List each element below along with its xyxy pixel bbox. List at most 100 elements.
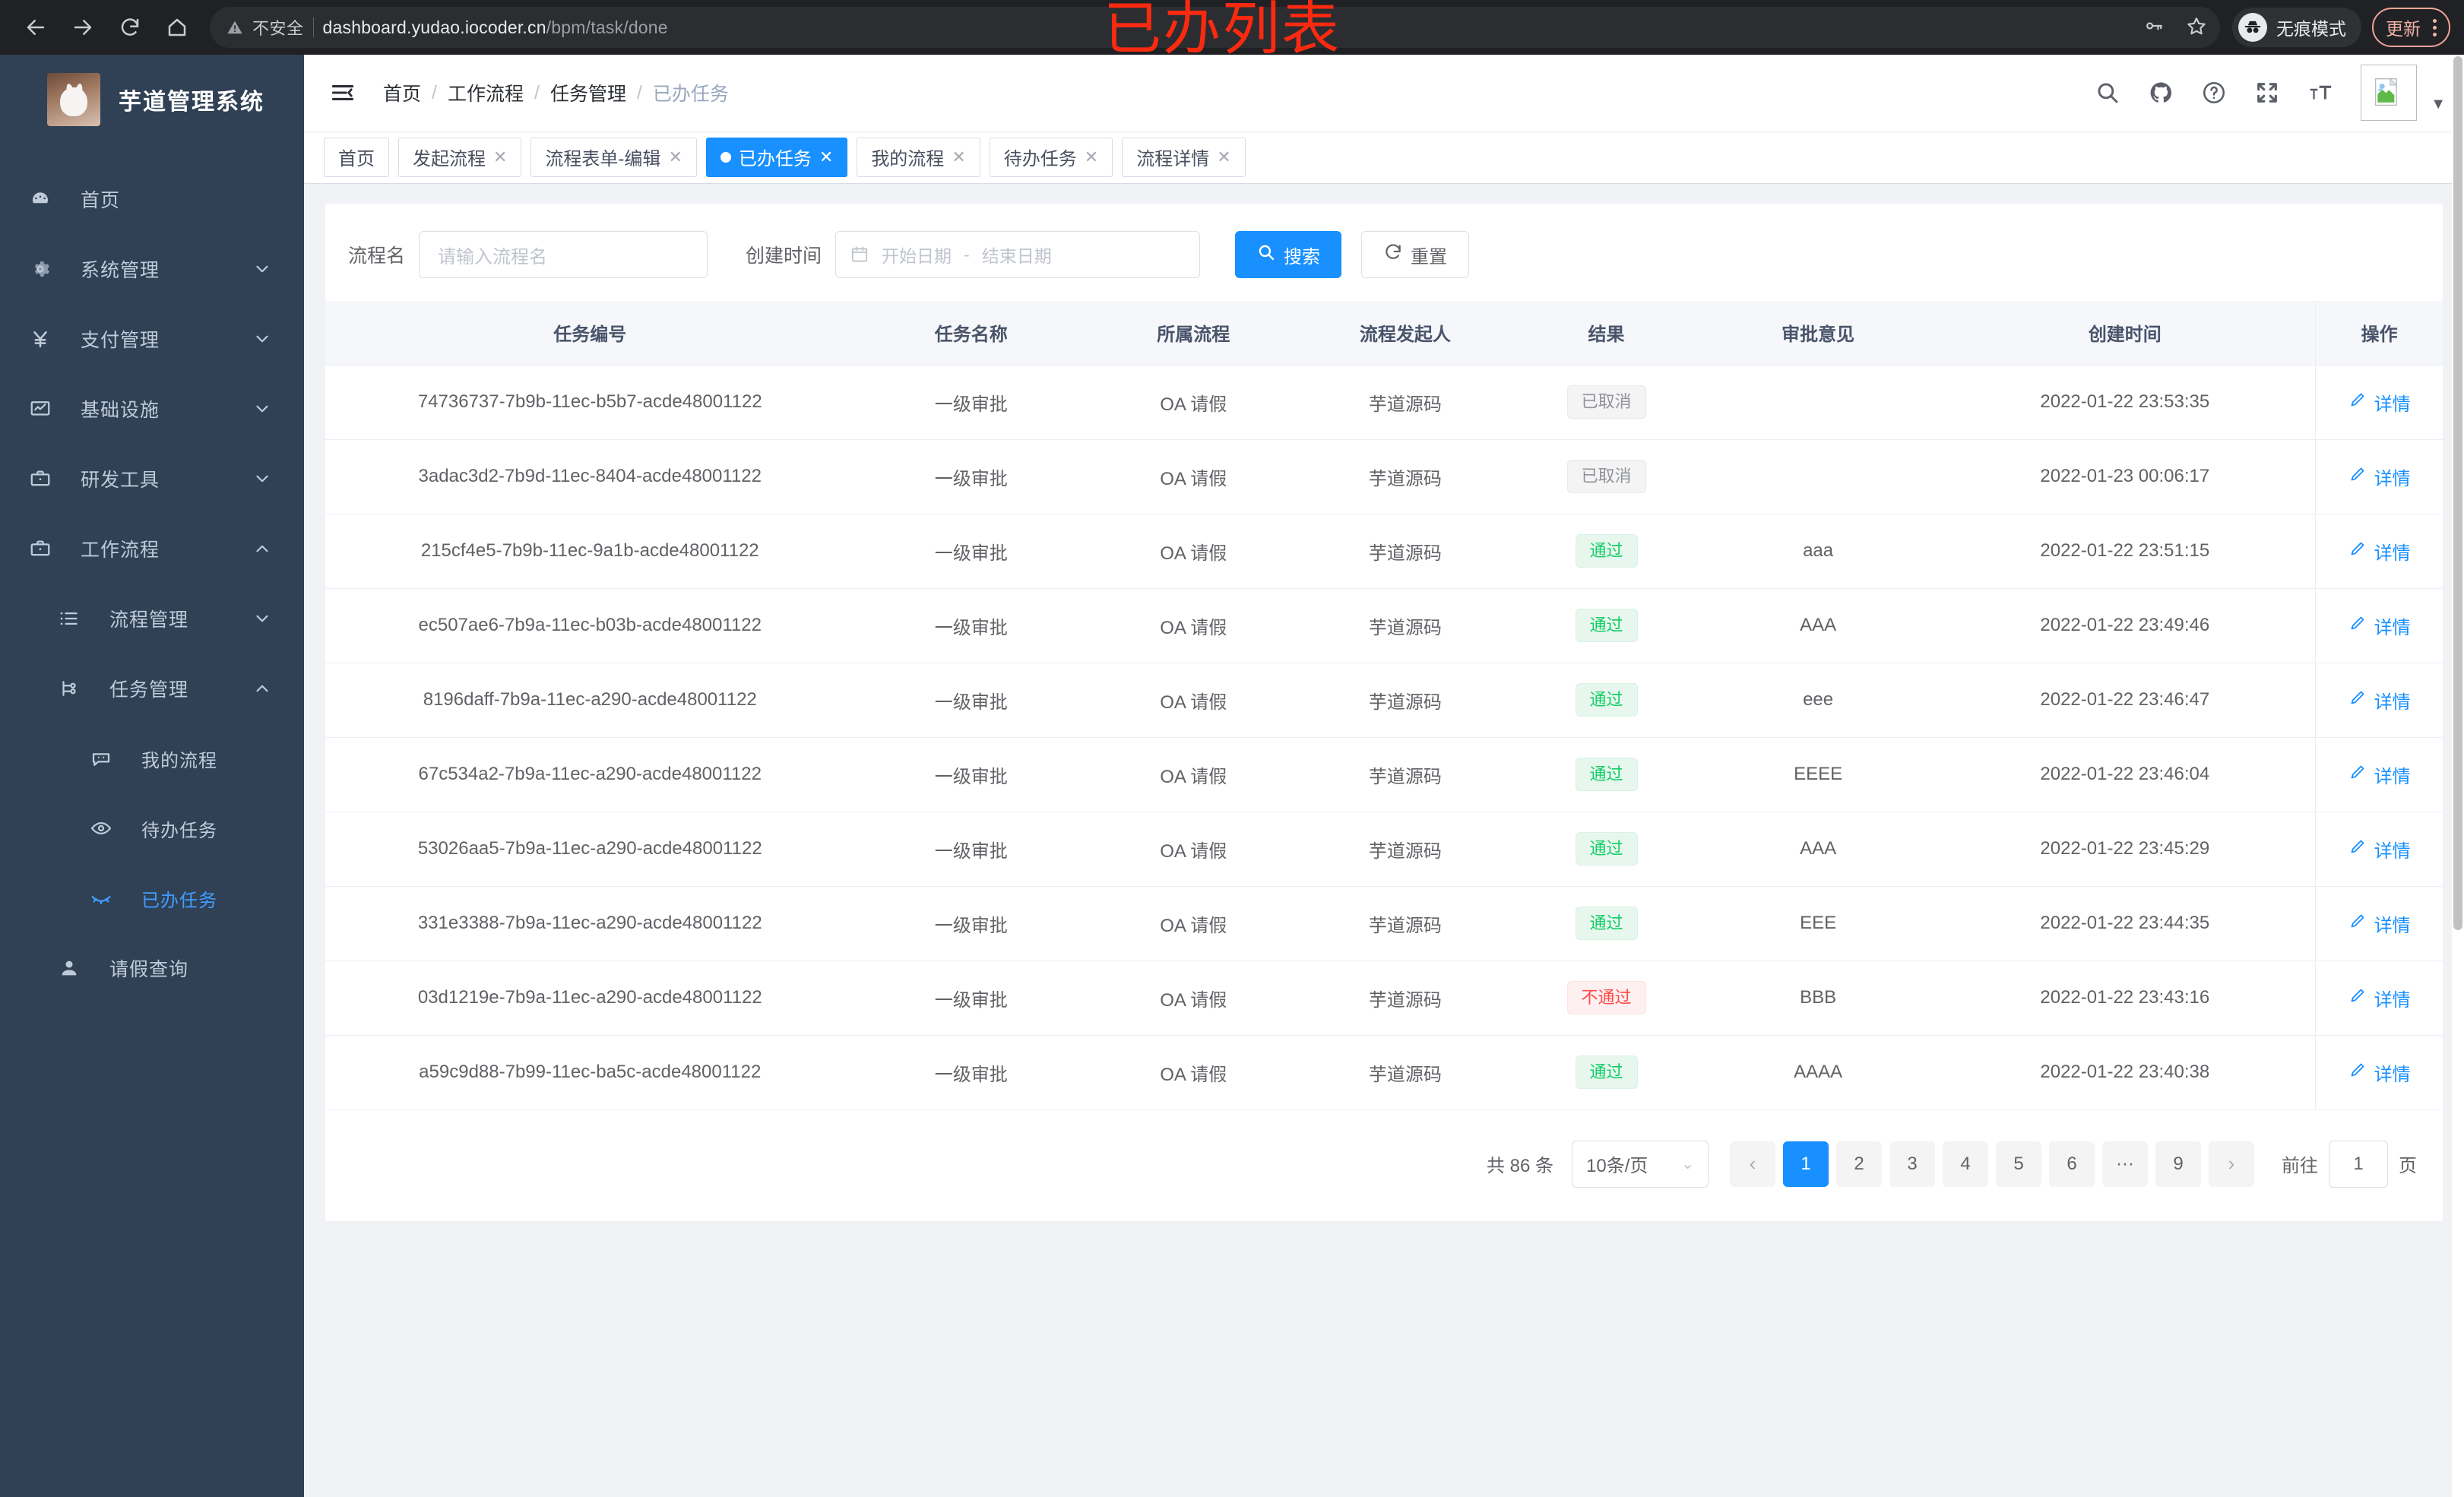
tab-bar: 首页 发起流程 ✕ 流程表单-编辑 ✕ 已办任务 ✕ 我的流程 ✕ 待办任务 ✕ [304, 131, 2464, 184]
breadcrumb-item-2[interactable]: 任务管理 [549, 84, 626, 105]
sidebar-item-payment-management[interactable]: 支付管理 [0, 304, 304, 374]
cell-comment: AAA [1701, 588, 1935, 663]
sidebar-item-task-management[interactable]: 任务管理 [0, 654, 304, 723]
cell-initiator: 芋道源码 [1299, 961, 1512, 1036]
sidebar-item-infrastructure[interactable]: 基础设施 [0, 374, 304, 444]
tab-todo-task[interactable]: 待办任务 ✕ [989, 137, 1113, 177]
cell-initiator: 芋道源码 [1299, 1035, 1512, 1110]
sidebar-item-my-process[interactable]: 我的流程 [0, 723, 304, 793]
address-bar[interactable]: 不安全 dashboard.yudao.iocoder.cn/bpm/task/… [210, 7, 2220, 48]
sidebar-item-process-management[interactable]: 流程管理 [0, 584, 304, 654]
sidebar-item-leave-query[interactable]: 请假查询 [0, 933, 304, 1003]
pagination-page-1[interactable]: 1 [1783, 1141, 1829, 1187]
detail-button[interactable]: 详情 [2348, 985, 2411, 1011]
tab-process-detail[interactable]: 流程详情 ✕ [1122, 137, 1246, 177]
detail-button[interactable]: 详情 [2348, 538, 2411, 565]
end-date-placeholder: 结束日期 [981, 246, 1052, 266]
tab-my-process[interactable]: 我的流程 ✕ [857, 137, 980, 177]
search-icon[interactable] [2095, 80, 2120, 106]
chevron-down-icon[interactable]: ▼ [2431, 95, 2446, 112]
column-task-id: 任务编号 [325, 301, 855, 366]
tab-done-task[interactable]: 已办任务 ✕ [705, 137, 848, 177]
breadcrumb: 首页 / 工作流程 / 任务管理 / 已办任务 [383, 79, 729, 106]
kebab-menu-icon[interactable] [2433, 18, 2437, 36]
tab-process-form-edit[interactable]: 流程表单-编辑 ✕ [530, 137, 697, 177]
help-circle-icon[interactable] [2201, 80, 2227, 106]
detail-button[interactable]: 详情 [2348, 836, 2411, 862]
create-time-daterange[interactable]: 开始日期 - 结束日期 [835, 231, 1201, 278]
update-button[interactable]: 更新 [2372, 8, 2450, 47]
close-icon[interactable]: ✕ [1084, 147, 1099, 166]
detail-button[interactable]: 详情 [2348, 910, 2411, 937]
sidebar-item-label: 基础设施 [81, 400, 160, 421]
pagination-page-6[interactable]: 6 [2049, 1141, 2095, 1187]
page-size-select[interactable]: 10条/页 ⌄ [1572, 1140, 1709, 1188]
detail-button[interactable]: 详情 [2348, 687, 2411, 714]
tab-home[interactable]: 首页 [324, 137, 389, 177]
github-icon[interactable] [2148, 80, 2174, 106]
tab-start-process[interactable]: 发起流程 ✕ [398, 137, 522, 177]
search-button-label: 搜索 [1284, 246, 1321, 267]
detail-button[interactable]: 详情 [2348, 761, 2411, 788]
sidebar-item-home[interactable]: 首页 [0, 164, 304, 234]
breadcrumb-item-1[interactable]: 工作流程 [447, 84, 524, 105]
cell-process: OA 请假 [1087, 588, 1300, 663]
sidebar-item-done-task[interactable]: 已办任务 [0, 863, 304, 933]
pagination-page-2[interactable]: 2 [1836, 1141, 1882, 1187]
back-arrow-icon[interactable] [14, 5, 58, 49]
edit-pencil-icon [2348, 465, 2367, 489]
app-root: 芋道管理系统 首页 系统管理 支付管理 [0, 55, 2464, 1497]
scrollbar-thumb[interactable] [2453, 56, 2462, 930]
cell-result: 不通过 [1511, 961, 1702, 1036]
close-icon[interactable]: ✕ [819, 147, 834, 166]
sidebar-item-label: 已办任务 [141, 890, 217, 911]
browser-right-controls: 无痕模式 更新 [2232, 8, 2450, 47]
status-badge: 通过 [1575, 831, 1638, 866]
sidebar-item-todo-task[interactable]: 待办任务 [0, 793, 304, 863]
incognito-indicator[interactable]: 无痕模式 [2232, 8, 2361, 47]
fullscreen-icon[interactable] [2254, 80, 2280, 106]
status-badge: 通过 [1575, 682, 1638, 717]
close-icon[interactable]: ✕ [493, 147, 508, 166]
reload-icon[interactable] [108, 5, 152, 49]
close-icon[interactable]: ✕ [952, 147, 966, 166]
hamburger-icon[interactable] [330, 82, 356, 103]
cell-initiator: 芋道源码 [1299, 439, 1512, 514]
search-button[interactable]: 搜索 [1235, 231, 1342, 278]
star-icon[interactable] [2187, 16, 2206, 40]
page-scrollbar[interactable] [2452, 55, 2464, 1497]
font-size-icon[interactable] [2307, 80, 2333, 106]
detail-button[interactable]: 详情 [2348, 612, 2411, 639]
sidebar-item-dev-tools[interactable]: 研发工具 [0, 444, 304, 514]
pagination-page-3[interactable]: 3 [1889, 1141, 1935, 1187]
sidebar-item-workflow[interactable]: 工作流程 [0, 514, 304, 584]
pagination-page-9[interactable]: 9 [2155, 1141, 2201, 1187]
process-name-input[interactable]: 请输入流程名 [419, 231, 708, 278]
pagination-next-button[interactable]: › [2209, 1141, 2254, 1187]
chevron-down-icon [252, 609, 272, 628]
cell-initiator: 芋道源码 [1299, 812, 1512, 887]
pagination-page-5[interactable]: 5 [1996, 1141, 2041, 1187]
refresh-icon [1383, 242, 1403, 267]
pagination-page-4[interactable]: 4 [1943, 1141, 1988, 1187]
close-icon[interactable]: ✕ [1217, 147, 1231, 166]
detail-button[interactable]: 详情 [2348, 389, 2411, 416]
pagination-ellipsis[interactable]: ··· [2102, 1141, 2148, 1187]
avatar[interactable] [2361, 65, 2418, 121]
key-icon[interactable] [2144, 16, 2164, 40]
chat-face-icon [90, 747, 129, 770]
sidebar-item-system-management[interactable]: 系统管理 [0, 234, 304, 304]
cell-task-id: ec507ae6-7b9a-11ec-b03b-acde48001122 [325, 588, 855, 663]
detail-button[interactable]: 详情 [2348, 464, 2411, 490]
breadcrumb-item-0[interactable]: 首页 [383, 84, 422, 105]
sidebar-logo[interactable]: 芋道管理系统 [0, 55, 304, 144]
home-icon[interactable] [155, 5, 199, 49]
cell-comment [1701, 439, 1935, 514]
forward-arrow-icon[interactable] [61, 5, 105, 49]
jump-page-input[interactable]: 1 [2329, 1140, 2388, 1188]
reset-button[interactable]: 重置 [1361, 231, 1470, 278]
detail-button[interactable]: 详情 [2348, 1059, 2411, 1086]
pagination-prev-button[interactable]: ‹ [1730, 1141, 1775, 1187]
cell-comment: AAAA [1701, 1035, 1935, 1110]
close-icon[interactable]: ✕ [668, 147, 683, 166]
